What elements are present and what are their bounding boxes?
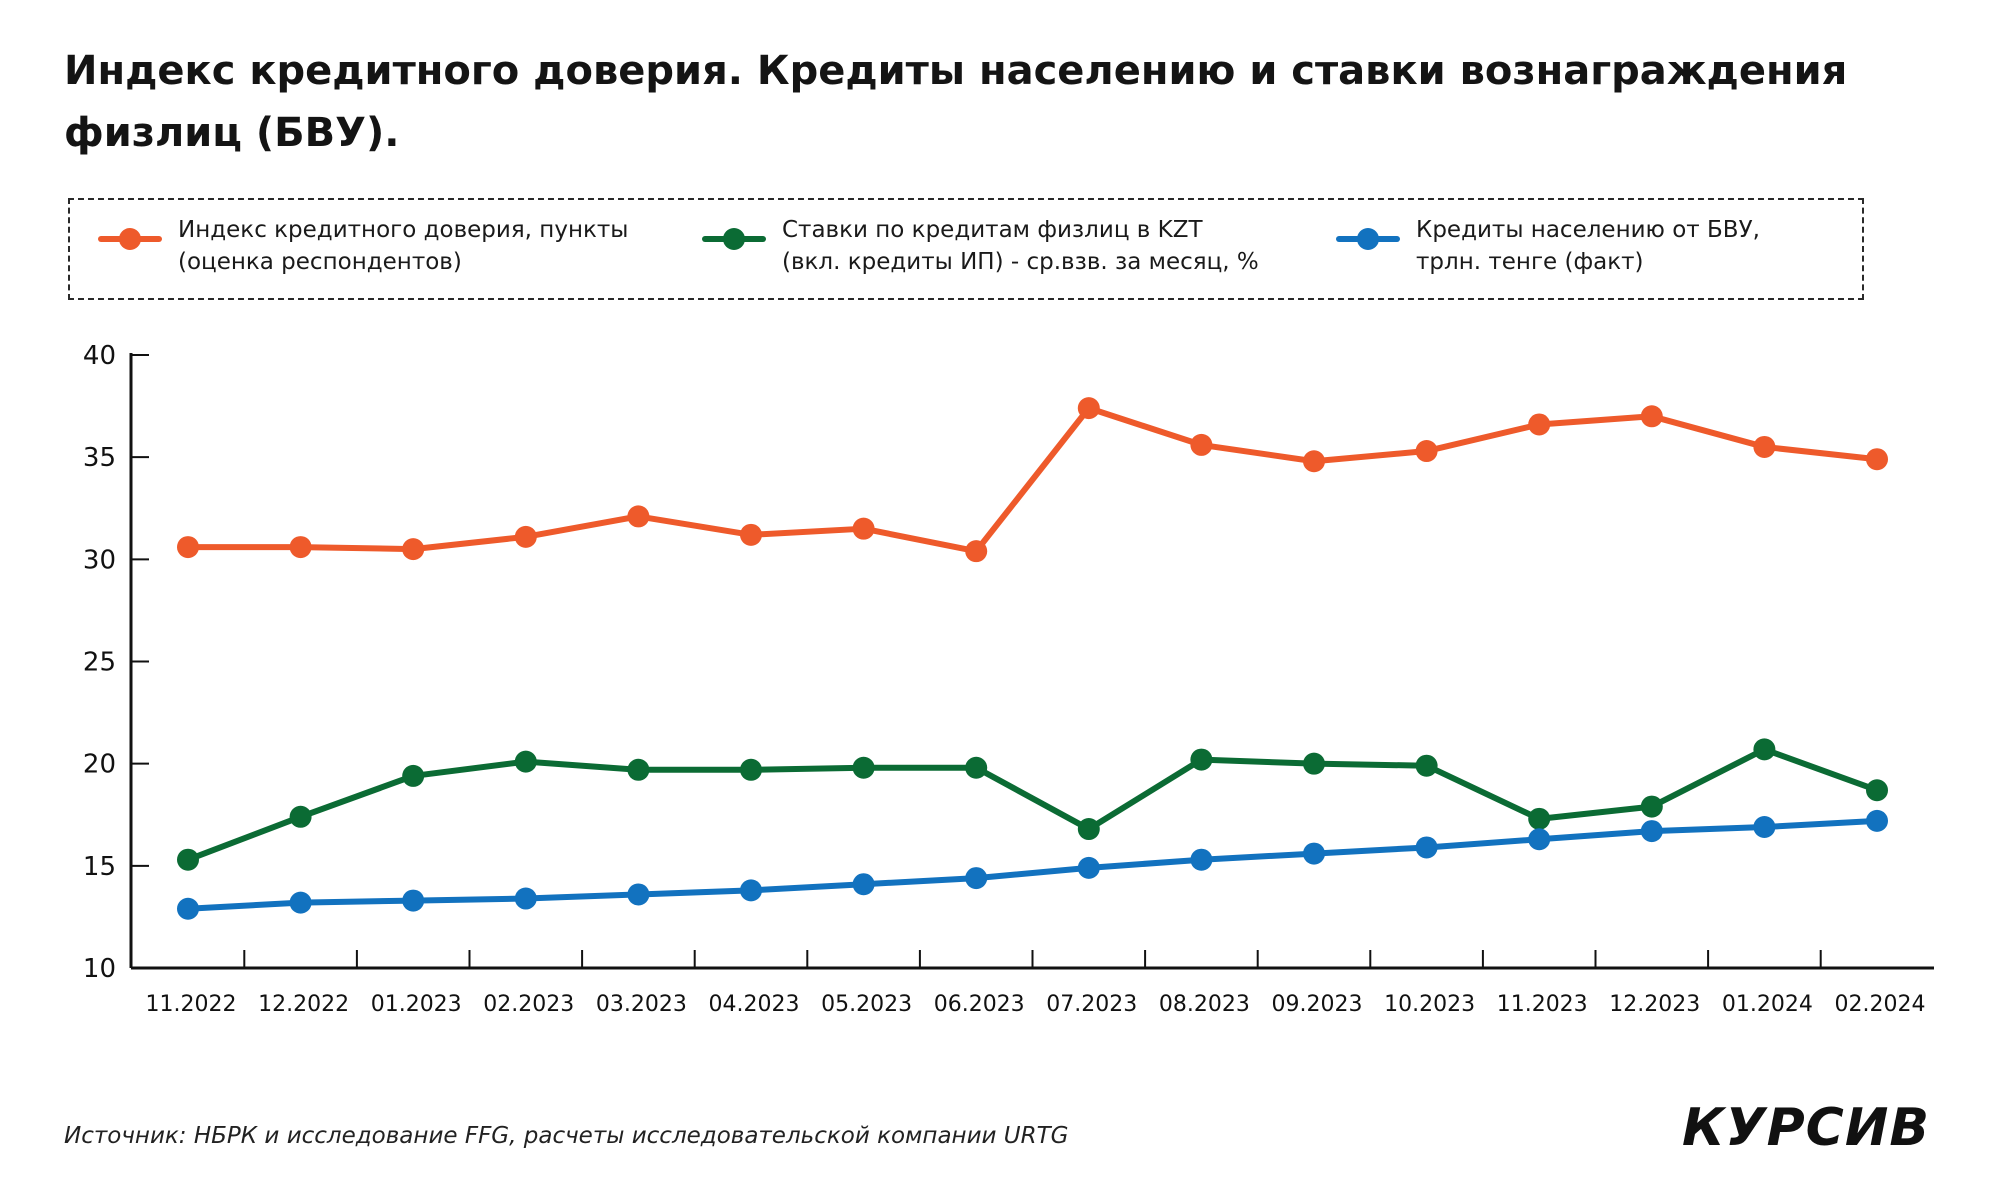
data-point [965, 756, 988, 779]
data-point [402, 538, 425, 561]
data-point [1303, 450, 1325, 473]
data-point [1866, 809, 1888, 832]
legend-item-credit-trust-index: Индекс кредитного доверия, пункты (оценка… [98, 214, 628, 278]
data-point [1640, 405, 1663, 428]
data-point [514, 525, 537, 548]
x-tick-label: 04.2023 [709, 992, 800, 1017]
y-tick-label: 30 [83, 545, 116, 575]
data-point [1528, 828, 1551, 851]
data-point [1190, 748, 1213, 771]
data-point [627, 883, 650, 906]
data-point [852, 756, 875, 779]
chart-title: Индекс кредитного доверия. Кредиты насел… [64, 48, 1848, 156]
data-point [289, 891, 312, 914]
x-tick-label: 02.2023 [483, 992, 574, 1017]
source-note: Источник: НБРК и исследование FFG, расче… [64, 1123, 1069, 1149]
data-point [1640, 795, 1663, 818]
x-tick-label: 06.2023 [934, 992, 1025, 1017]
data-point [965, 867, 988, 890]
data-point [1415, 836, 1438, 859]
brand-logo: КУРСИВ [1681, 1098, 1930, 1158]
data-point [1415, 754, 1438, 777]
y-tick-label: 25 [83, 648, 116, 678]
x-tick-label: 10.2023 [1384, 992, 1475, 1017]
data-point [627, 758, 650, 781]
legend-swatch-blue [1336, 228, 1400, 250]
legend-swatch-green [702, 228, 766, 250]
data-point [1077, 818, 1100, 841]
data-point [1190, 433, 1213, 456]
data-point [177, 536, 199, 559]
data-point [514, 887, 537, 910]
series-line-3 [185, 817, 1880, 912]
data-point [1753, 435, 1776, 458]
legend-item-loan-rates: Ставки по кредитам физлиц в KZT (вкл. кре… [702, 214, 1259, 278]
data-point [1528, 413, 1551, 436]
data-point [852, 873, 875, 896]
data-point [177, 848, 199, 871]
data-point [1415, 440, 1438, 463]
x-tick-label: 07.2023 [1046, 992, 1137, 1017]
y-tick-label: 10 [83, 954, 116, 984]
series-line-2 [185, 746, 1880, 863]
y-tick-label: 20 [83, 750, 116, 780]
legend: Индекс кредитного доверия, пункты (оценка… [68, 198, 1864, 300]
x-tick-label: 01.2023 [371, 992, 462, 1017]
legend-label: Кредиты населению от БВУ, трлн. тенге (фа… [1416, 217, 1760, 275]
data-point [1753, 738, 1776, 761]
data-point [1303, 842, 1325, 865]
y-tick-label: 15 [83, 852, 116, 882]
x-tick-label: 11.2022 [146, 992, 237, 1017]
legend-swatch-orange [98, 228, 162, 250]
data-point [514, 750, 537, 773]
x-tick-label: 09.2023 [1272, 992, 1363, 1017]
data-point [740, 758, 762, 781]
data-point [177, 897, 199, 920]
x-tick-label: 05.2023 [821, 992, 912, 1017]
legend-label: Ставки по кредитам физлиц в KZT (вкл. кре… [782, 217, 1259, 275]
data-point [1303, 752, 1325, 775]
legend-label: Индекс кредитного доверия, пункты (оценка… [178, 217, 629, 275]
data-point [1866, 779, 1888, 802]
data-point [740, 523, 762, 546]
x-tick-label: 11.2023 [1497, 992, 1588, 1017]
legend-item-loans-to-population: Кредиты населению от БВУ, трлн. тенге (фа… [1336, 214, 1760, 278]
data-point [627, 505, 650, 528]
data-point [1753, 816, 1776, 839]
data-point [289, 805, 312, 828]
data-point [965, 540, 988, 563]
data-point [402, 889, 425, 912]
x-tick-label: 01.2024 [1722, 992, 1813, 1017]
data-point [740, 879, 762, 902]
y-tick-label: 40 [83, 341, 116, 371]
data-point [1077, 397, 1100, 420]
data-point [1528, 807, 1551, 830]
data-point [1640, 820, 1663, 843]
x-tick-label: 12.2023 [1609, 992, 1700, 1017]
data-point [402, 764, 425, 787]
x-tick-label: 12.2022 [258, 992, 349, 1017]
x-tick-label: 02.2024 [1835, 992, 1926, 1017]
series-line-1 [185, 405, 1880, 555]
data-point [1866, 448, 1888, 471]
x-tick-label: 03.2023 [596, 992, 687, 1017]
data-point [1190, 848, 1213, 871]
data-point [289, 536, 312, 559]
data-point [1077, 856, 1100, 879]
y-tick-label: 35 [83, 443, 116, 473]
data-point [852, 517, 875, 540]
x-tick-label: 08.2023 [1159, 992, 1250, 1017]
